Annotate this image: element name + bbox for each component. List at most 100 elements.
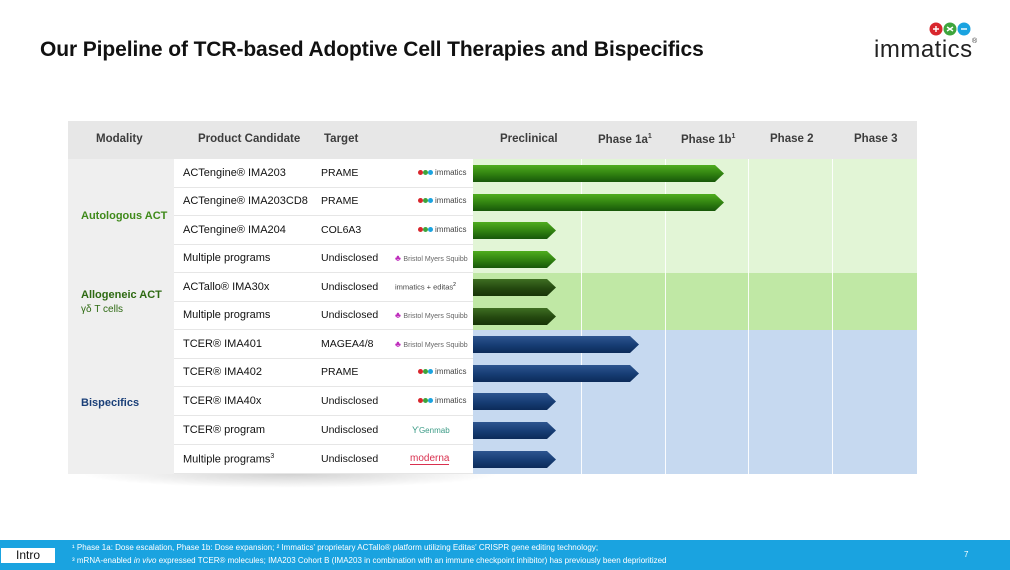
target: Undisclosed	[321, 395, 379, 407]
partner-name: immatics	[435, 367, 467, 376]
header-modality: Modality	[96, 133, 143, 145]
registered-mark: ®	[972, 38, 978, 45]
product-candidate: TCER® IMA402	[183, 366, 262, 378]
partner-logo: ♣ Bristol Myers Squibb	[395, 310, 468, 320]
bms-icon: ♣	[395, 253, 404, 263]
phase-separator	[748, 159, 749, 474]
progress-bar	[473, 251, 556, 268]
modality-label: Bispecifics	[81, 397, 140, 409]
product-candidate: ACTengine® IMA204	[183, 224, 286, 236]
header-phase-1a: Phase 1a1	[598, 133, 652, 146]
footnote-2-pre: ³ mRNA-enabled	[72, 556, 134, 565]
product-candidate-label: ACTallo® IMA30x	[183, 281, 270, 293]
modality-sublabel: γδ T cells	[81, 304, 124, 315]
target: PRAME	[321, 167, 359, 179]
header-product-candidate: Product Candidate	[198, 133, 301, 145]
genmab-icon: ϒ	[412, 425, 419, 435]
footnote-marker: 1	[647, 133, 652, 140]
partner-logo: immatics	[418, 196, 467, 206]
footnote-marker: 3	[270, 453, 275, 460]
product-candidate: TCER® program	[183, 424, 265, 436]
product-candidate: TCER® IMA401	[183, 338, 262, 350]
modality-autologous: Autologous ACT	[68, 159, 174, 273]
table-row: TCER® program Undisclosed ϒGenmab	[174, 416, 473, 445]
header-phase-3: Phase 3	[854, 133, 898, 145]
partner-logo: ♣ Bristol Myers Squibb	[395, 253, 468, 263]
table-shadow	[80, 474, 500, 488]
product-candidate: ACTengine® IMA203	[183, 167, 286, 179]
phase-separator	[832, 159, 833, 474]
modality-label: Allogeneic ACT	[81, 289, 162, 301]
product-candidate-label: ACTengine® IMA203CD8	[183, 195, 308, 207]
product-candidate-label: TCER® IMA402	[183, 366, 263, 378]
page-number: 7	[964, 550, 969, 559]
modality-bispecifics: Bispecifics	[68, 330, 174, 474]
partner-logo: immatics	[418, 168, 467, 178]
pipeline-table: Modality Product Candidate Target Precli…	[68, 121, 917, 474]
footer-bar: Intro ¹ Phase 1a: Dose escalation, Phase…	[0, 540, 1010, 570]
footnote-2-italic: in vivo	[133, 556, 157, 565]
partner-name: Bristol Myers Squibb	[403, 313, 468, 320]
progress-bar	[473, 393, 556, 410]
product-candidate: Multiple programs	[183, 309, 270, 321]
phase-separator	[665, 159, 666, 474]
progress-bar	[473, 336, 639, 353]
progress-bar	[473, 422, 556, 439]
intro-tab[interactable]: Intro	[0, 547, 56, 564]
partner-logo: immatics	[418, 396, 467, 406]
product-candidate-label: ACTengine® IMA203	[183, 167, 286, 179]
immatics-dots-icon	[418, 368, 434, 375]
partner-logo: immatics	[418, 225, 467, 235]
product-candidate: Multiple programs	[183, 252, 270, 264]
partner-logo: ♣ Bristol Myers Squibb	[395, 339, 468, 349]
progress-bar	[473, 222, 556, 239]
partner-logo: immatics + editas2	[395, 282, 456, 292]
product-candidate-label: TCER® IMA401	[183, 338, 263, 350]
product-candidate-label: ACTengine® IMA204	[183, 224, 286, 236]
table-row: TCER® IMA402 PRAME immatics	[174, 359, 473, 387]
table-row: ACTengine® IMA204 COL6A3 immatics	[174, 216, 473, 245]
table-row: TCER® IMA40x Undisclosed immatics	[174, 387, 473, 416]
footnote-1: ¹ Phase 1a: Dose escalation, Phase 1b: D…	[72, 543, 599, 552]
target: Undisclosed	[321, 424, 379, 436]
header-preclinical: Preclinical	[500, 133, 558, 145]
immatics-dots-icon	[418, 169, 434, 176]
footnote-marker: 1	[731, 133, 736, 140]
footnote-2: ³ mRNA-enabled in vivo expressed TCER® m…	[72, 556, 667, 565]
immatics-dots-icon	[418, 226, 434, 233]
immatics-dots-icon	[418, 197, 434, 204]
table-row: ACTengine® IMA203 PRAME immatics	[174, 159, 473, 188]
logo-wordmark: immatics	[874, 36, 973, 63]
bms-icon: ♣	[395, 310, 404, 320]
table-row: Multiple programs Undisclosed ♣ Bristol My…	[174, 302, 473, 330]
table-row: ACTengine® IMA203CD8 PRAME immatics	[174, 188, 473, 216]
partner-name: Genmab	[418, 426, 450, 435]
logo-dots-icon	[929, 22, 971, 36]
header-target: Target	[324, 133, 359, 145]
product-candidate-label: TCER® IMA40x	[183, 395, 262, 407]
progress-bar	[473, 194, 724, 211]
table-row: Multiple programs3 Undisclosed moderna	[174, 445, 473, 474]
progress-bar	[473, 365, 639, 382]
header-phase-2: Phase 2	[770, 133, 814, 145]
header-phase-1b-label: Phase 1b	[681, 133, 732, 146]
product-candidate: ACTengine® IMA203CD8	[183, 195, 308, 207]
footnote-2-post: expressed TCER® molecules; IMA203 Cohort…	[156, 556, 667, 565]
footnote-marker: 2	[453, 282, 456, 288]
page-title: Our Pipeline of TCR-based Adoptive Cell …	[40, 38, 704, 61]
product-candidate-label: Multiple programs	[183, 453, 271, 466]
candidate-rows: ACTengine® IMA203 PRAME immatics ACTengine®…	[174, 159, 473, 474]
target: PRAME	[321, 195, 359, 207]
header-phase-1a-label: Phase 1a	[598, 133, 648, 146]
phase-separator	[581, 159, 582, 474]
product-candidate: TCER® IMA40x	[183, 395, 261, 407]
partner-name: immatics	[435, 225, 467, 234]
target: Undisclosed	[321, 252, 379, 264]
target: COL6A3	[321, 224, 362, 236]
header-phase-1b: Phase 1b1	[681, 133, 735, 146]
target: Undisclosed	[321, 281, 379, 293]
partner-logo: ϒGenmab	[412, 425, 450, 435]
target: MAGEA4/8	[321, 338, 374, 350]
table-row: Multiple programs Undisclosed ♣ Bristol My…	[174, 245, 473, 273]
table-row: ACTallo® IMA30x Undisclosed immatics + edi…	[174, 273, 473, 302]
